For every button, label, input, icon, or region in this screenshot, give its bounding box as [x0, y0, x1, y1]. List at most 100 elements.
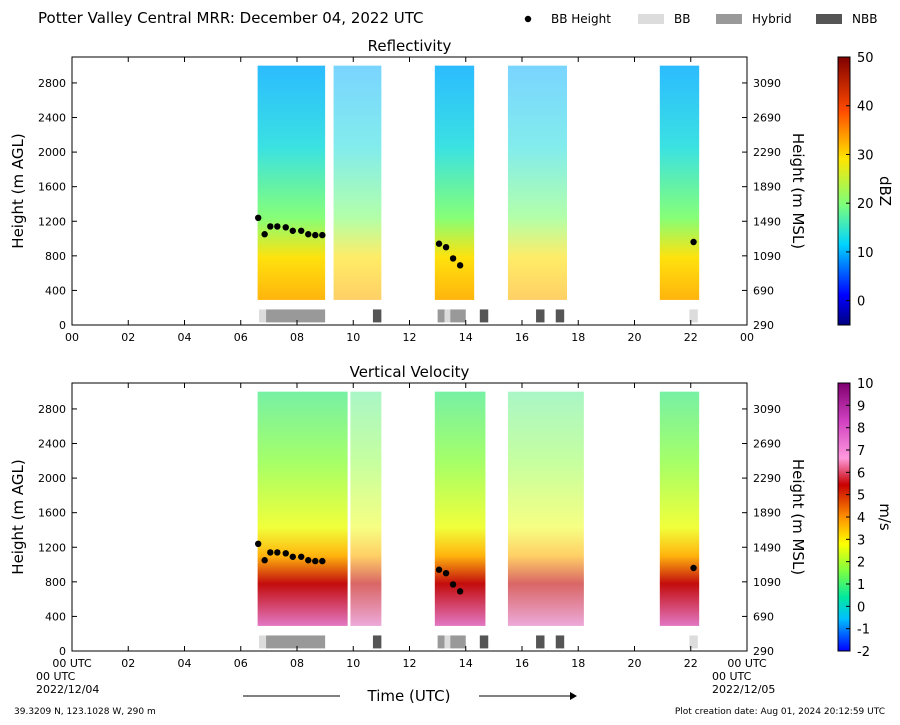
x-tick-label: 18	[571, 657, 585, 670]
y-tick-label: 2800	[38, 403, 66, 416]
y2-axis-label: Height (m MSL)	[789, 459, 807, 575]
velocity-colorbar: -2 -1 0 1 2 3 4 5 6 7 8 9 10 m/s	[837, 377, 894, 660]
x-tick-label: 10	[346, 331, 360, 344]
y-tick-label: 400	[45, 610, 66, 623]
legend-label: Hybrid	[752, 12, 792, 26]
band-bb	[444, 635, 451, 649]
colorbar-tick-label: 8	[857, 422, 865, 437]
y2-tick-label: 690	[753, 610, 774, 623]
y-tick-label: 2000	[38, 146, 66, 159]
echo-region	[507, 65, 567, 300]
bb-height-point	[282, 550, 289, 557]
bb-height-point	[274, 223, 281, 230]
plot-frame	[71, 382, 748, 652]
bb-height-point	[690, 238, 697, 246]
colorbar-tick-label: 40	[857, 100, 874, 115]
figure-title: Potter Valley Central MRR: December 04, …	[38, 9, 424, 27]
plot-frame	[71, 56, 748, 326]
y-tick-label: 800	[45, 576, 66, 589]
y-tick-label: 800	[45, 250, 66, 263]
y-tick-label: 1600	[38, 181, 66, 194]
y2-tick-label: 1890	[753, 181, 781, 194]
bb-height-point	[312, 557, 319, 565]
colorbar-tick-label: 50	[857, 51, 874, 66]
y-tick-label: 400	[45, 284, 66, 297]
band-nbb	[479, 635, 489, 649]
x-tick-label: 20	[628, 657, 642, 670]
creation-date-footer: Plot creation date: Aug 01, 2024 20:12:5…	[675, 707, 885, 717]
y2-tick-label: 2290	[753, 472, 781, 485]
x-tick-label: 16	[515, 657, 529, 670]
bb-height-point	[442, 243, 450, 251]
bb-height-point	[319, 231, 326, 239]
colorbar-tick-label: 0	[857, 600, 865, 615]
echo-region	[659, 65, 700, 300]
y-tick-label: 0	[59, 645, 66, 658]
x-tick-label: 02	[121, 657, 135, 670]
y2-tick-label: 1090	[753, 250, 781, 263]
colorbar-label: m/s	[876, 503, 894, 531]
band-bb	[259, 309, 267, 323]
bb-height-point	[267, 223, 274, 230]
colorbar-tick-label: 4	[857, 511, 865, 526]
location-footer: 39.3209 N, 123.1028 W, 290 m	[14, 707, 156, 717]
panel-title: Vertical Velocity	[350, 363, 470, 381]
legend-label: BB	[674, 12, 690, 26]
bb-height-point	[261, 231, 268, 238]
band-hybrid	[450, 635, 466, 649]
y-tick-label: 1200	[38, 541, 66, 554]
colorbar-tick-label: 10	[857, 246, 874, 261]
band-bb	[689, 635, 698, 649]
y2-axis-label: Height (m MSL)	[789, 133, 807, 249]
bb-height-point	[456, 262, 464, 269]
bb-height-point	[298, 553, 305, 560]
band-nbb	[479, 309, 489, 323]
x-tick-label: 04	[178, 331, 192, 344]
reflectivity-colorbar: 0 10 20 30 40 50 dBZ	[837, 51, 894, 326]
band-nbb	[555, 309, 565, 323]
band-hybrid	[266, 635, 326, 649]
x-tick-label: 06	[234, 331, 248, 344]
x-tick-label: 00 UTC	[52, 657, 92, 670]
colorbar-tick-label: 2	[857, 556, 865, 571]
y2-tick-label: 1090	[753, 576, 781, 589]
x-axis-label: Time (UTC)	[367, 687, 451, 705]
echo-region	[434, 391, 486, 626]
x-start-date: 2022/12/04	[36, 683, 99, 696]
bb-height-point	[442, 569, 450, 577]
bb-height-point	[312, 231, 319, 239]
x-tick-label: 06	[234, 657, 248, 670]
colorbar-tick-label: 7	[857, 444, 865, 459]
bb-height-point	[298, 227, 305, 234]
bb-height-point	[690, 564, 697, 572]
x-tick-label: 04	[178, 657, 192, 670]
colorbar-tick-label: 30	[857, 148, 874, 163]
y-tick-label: 1200	[38, 215, 66, 228]
bb-height-point	[305, 231, 312, 238]
y2-tick-label: 690	[753, 284, 774, 297]
x-tick-label: 22	[684, 657, 698, 670]
x-tick-label: 20	[628, 331, 642, 344]
y2-tick-label: 2290	[753, 146, 781, 159]
band-hybrid	[437, 309, 445, 323]
y-tick-label: 2400	[38, 112, 66, 125]
legend-swatch-nbb	[816, 14, 842, 24]
x-tick-label: 10	[346, 657, 360, 670]
colorbar-tick-label: 10	[857, 377, 874, 392]
legend: BB Height BB Hybrid NBB	[524, 12, 877, 26]
arrow-head-icon	[570, 692, 577, 700]
y2-tick-label: 1490	[753, 541, 781, 554]
x-tick-label: 08	[290, 657, 304, 670]
bb-height-point	[289, 227, 296, 234]
colorbar-tick-label: 5	[857, 489, 865, 504]
bb-height-point	[267, 549, 274, 556]
x-tick-label: 02	[121, 331, 135, 344]
bb-height-point	[274, 549, 281, 556]
y2-tick-label: 2690	[753, 112, 781, 125]
y2-tick-label: 1890	[753, 507, 781, 520]
bb-height-point	[289, 553, 296, 560]
x-tick-label: 14	[459, 657, 473, 670]
echo-region	[659, 391, 700, 626]
y2-tick-label: 3090	[753, 403, 781, 416]
